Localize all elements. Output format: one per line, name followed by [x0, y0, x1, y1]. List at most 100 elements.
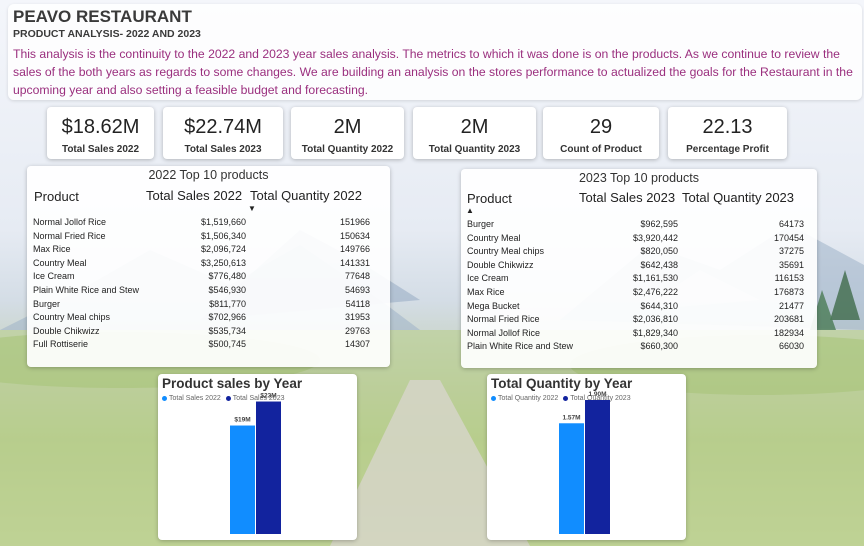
cell-product: Ice Cream [33, 271, 75, 282]
report-header: PEAVO RESTAURANT PRODUCT ANALYSIS- 2022 … [8, 4, 862, 100]
sort-descending-icon[interactable]: ▼ [248, 204, 256, 213]
cell-total-quantity: 151966 [339, 217, 370, 227]
chart-total-quantity-by-year[interactable]: Total Quantity by Year Total Quantity 20… [487, 374, 686, 540]
column-header-total-sales[interactable]: Total Sales 2022 [146, 188, 243, 203]
cell-total-quantity: 116153 [774, 273, 804, 284]
table-row[interactable]: Country Meal chips $820,050 37275 [461, 246, 817, 260]
table-row[interactable]: Normal Jollof Rice $1,829,340 182934 [461, 328, 817, 342]
table-row[interactable]: Normal Fried Rice $1,506,340 150634 [27, 231, 390, 245]
cell-product: Normal Jollof Rice [467, 327, 541, 338]
bar[interactable] [230, 425, 255, 534]
table-row[interactable]: Burger $962,595 64173 [461, 219, 817, 233]
cell-total-sales: $820,050 [640, 246, 678, 257]
table-row[interactable]: Country Meal $3,250,613 141331 [27, 258, 390, 272]
table-2023-top-products: 2023 Top 10 products Product Total Sales… [461, 169, 817, 368]
cell-total-sales: $2,096,724 [200, 244, 246, 255]
table-row[interactable]: Normal Jollof Rice $1,519,660 151966 [27, 217, 390, 231]
cell-product: Normal Fried Rice [33, 230, 106, 241]
legend-label: Total Sales 2023 [232, 395, 285, 402]
cell-product: Plain White Rice and Stew [33, 285, 140, 295]
kpi-label: Total Quantity 2022 [301, 144, 394, 155]
bar[interactable] [585, 400, 610, 534]
chart-product-sales-by-year[interactable]: Product sales by Year Total Sales 2022 T… [158, 374, 357, 540]
cell-product: Country Meal chips [467, 246, 545, 257]
cell-total-quantity: 77648 [344, 271, 370, 282]
bar[interactable] [256, 401, 281, 534]
data-label: 1.90M [588, 391, 606, 398]
cell-total-sales: $642,438 [640, 259, 678, 270]
cell-total-quantity: 54693 [344, 285, 370, 295]
cell-total-sales: $660,300 [640, 341, 678, 352]
kpi-count-of-product[interactable]: 29 Count of Product [543, 107, 659, 159]
sort-ascending-icon[interactable]: ▲ [466, 206, 474, 215]
cell-total-quantity: 182934 [773, 327, 804, 338]
column-header-product[interactable]: Product [34, 189, 79, 204]
cell-total-quantity: 150634 [339, 230, 370, 241]
table-row[interactable]: Double Chikwizz $642,438 35691 [461, 260, 817, 274]
table-title: 2023 Top 10 products [578, 171, 699, 185]
column-header-total-quantity[interactable]: Total Quantity 2023 [682, 190, 795, 205]
cell-product: Double Chikwizz [467, 259, 534, 270]
kpi-value: 29 [589, 116, 613, 138]
cell-total-sales: $2,036,810 [632, 314, 678, 325]
table-row[interactable]: Ice Cream $776,480 77648 [27, 271, 390, 285]
table-2022-top-products: 2022 Top 10 products Product Total Sales… [27, 166, 390, 367]
cell-total-quantity: 141331 [339, 257, 370, 268]
table-row[interactable]: Normal Fried Rice $2,036,810 203681 [461, 314, 817, 328]
legend-label: Total Sales 2022 [169, 395, 221, 402]
cell-product: Plain White Rice and Stew [467, 341, 574, 352]
chart-title: Total Quantity by Year [491, 376, 633, 391]
cell-total-sales: $546,930 [208, 285, 246, 295]
kpi-total-sales-2022[interactable]: $18.62M Total Sales 2022 [47, 107, 154, 159]
column-header-total-sales[interactable]: Total Sales 2023 [579, 190, 676, 205]
table-row[interactable]: Plain White Rice and Stew $660,300 66030 [461, 341, 817, 355]
chart-plot-area: 1.57M 1.90M [559, 391, 610, 534]
chart-legend: Total Sales 2022 Total Sales 2023 [162, 395, 284, 402]
bar[interactable] [559, 423, 584, 534]
cell-total-quantity: 54118 [345, 298, 370, 309]
chart-title: Product sales by Year [162, 376, 303, 391]
cell-total-quantity: 149766 [339, 244, 370, 255]
cell-total-quantity: 176873 [773, 287, 804, 297]
kpi-label: Total Quantity 2023 [428, 144, 521, 155]
table-row[interactable]: Double Chikwizz $535,734 29763 [27, 326, 390, 340]
cell-product: Normal Jollof Rice [33, 217, 107, 227]
cell-total-sales: $3,920,442 [632, 232, 678, 243]
table-row[interactable]: Max Rice $2,476,222 176873 [461, 287, 817, 301]
kpi-percentage-profit[interactable]: 22.13 Percentage Profit [668, 107, 787, 159]
cell-total-quantity: 35691 [778, 259, 804, 270]
report-title: PEAVO RESTAURANT [13, 7, 192, 26]
cell-total-sales: $535,734 [208, 325, 246, 336]
chart-legend: Total Quantity 2022 Total Quantity 2023 [491, 395, 631, 402]
cell-product: Normal Fried Rice [467, 314, 540, 325]
table-row[interactable]: Country Meal chips $702,966 31953 [27, 312, 390, 326]
column-header-total-quantity[interactable]: Total Quantity 2022 [250, 188, 363, 203]
cell-total-quantity: 203681 [773, 314, 804, 325]
data-label: 1.57M [562, 414, 580, 421]
kpi-label: Total Sales 2023 [184, 144, 262, 155]
table-title: 2022 Top 10 products [148, 168, 269, 182]
chart-plot-area: $19M $23M [230, 393, 281, 534]
table-row[interactable]: Plain White Rice and Stew $546,930 54693 [27, 285, 390, 299]
cell-total-sales: $1,161,530 [632, 273, 678, 284]
table-row[interactable]: Burger $811,770 54118 [27, 299, 390, 313]
kpi-value: $18.62M [61, 116, 140, 138]
cell-product: Max Rice [33, 244, 71, 255]
column-header-product[interactable]: Product [467, 191, 512, 206]
cell-total-sales: $500,745 [208, 339, 246, 350]
report-subtitle: PRODUCT ANALYSIS- 2022 AND 2023 [13, 28, 201, 40]
table-row[interactable]: Ice Cream $1,161,530 116153 [461, 273, 817, 287]
cell-product: Country Meal [33, 257, 87, 268]
table-row[interactable]: Country Meal $3,920,442 170454 [461, 233, 817, 247]
cell-total-quantity: 64173 [778, 219, 804, 229]
cell-product: Country Meal chips [33, 312, 111, 323]
kpi-total-sales-2023[interactable]: $22.74M Total Sales 2023 [163, 107, 283, 159]
table-row[interactable]: Max Rice $2,096,724 149766 [27, 244, 390, 258]
cell-total-sales: $2,476,222 [632, 287, 678, 297]
data-label: $19M [234, 417, 250, 424]
table-row[interactable]: Full Rottiserie $500,745 14307 [27, 339, 390, 353]
kpi-total-quantity-2022[interactable]: 2M Total Quantity 2022 [291, 107, 404, 159]
table-row[interactable]: Mega Bucket $644,310 21477 [461, 301, 817, 315]
kpi-total-quantity-2023[interactable]: 2M Total Quantity 2023 [413, 107, 536, 159]
kpi-label: Percentage Profit [686, 144, 769, 155]
